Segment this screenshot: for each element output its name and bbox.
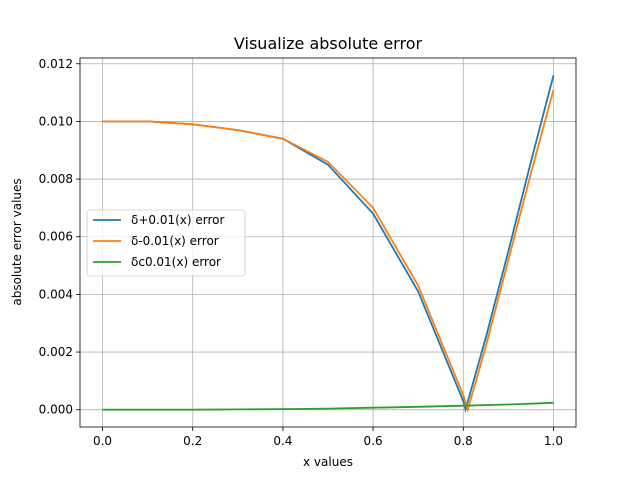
y-tick-label: 0.006 <box>39 230 73 244</box>
series-line-2 <box>102 89 555 413</box>
chart-title: Visualize absolute error <box>234 34 423 53</box>
x-tick-label: 1.0 <box>544 434 563 448</box>
x-tick-label: 0.4 <box>273 434 292 448</box>
series-layer <box>102 75 555 414</box>
series-line-3 <box>102 401 554 411</box>
y-tick-label: 0.008 <box>39 172 73 186</box>
x-axis-label: x values <box>303 455 353 469</box>
y-tick-label: 0.010 <box>39 114 73 128</box>
y-tick-label: 0.012 <box>39 57 73 71</box>
plot-frame <box>79 57 577 428</box>
y-tick-label: 0.002 <box>39 345 73 359</box>
x-tick-label: 0.0 <box>93 434 112 448</box>
legend-box <box>86 209 246 277</box>
y-tick-label: 0.004 <box>39 287 73 301</box>
legend-label-1: δ+0.01(x) error <box>131 213 225 227</box>
legend-label-3: δc0.01(x) error <box>131 255 221 269</box>
legend: δ+0.01(x) error δ-0.01(x) error δc0.01(x) … <box>86 209 246 277</box>
x-tick-label: 0.8 <box>454 434 473 448</box>
x-axis-ticks: 0.0 0.2 0.4 0.6 0.8 1.0 <box>93 427 563 448</box>
y-tick-label: 0.000 <box>39 403 73 417</box>
y-axis-ticks: 0.000 0.002 0.004 0.006 0.008 0.010 0.012 <box>39 57 80 417</box>
x-tick-label: 0.6 <box>364 434 383 448</box>
legend-label-2: δ-0.01(x) error <box>131 234 219 248</box>
x-tick-label: 0.2 <box>183 434 202 448</box>
y-axis-label: absolute error values <box>10 178 24 305</box>
